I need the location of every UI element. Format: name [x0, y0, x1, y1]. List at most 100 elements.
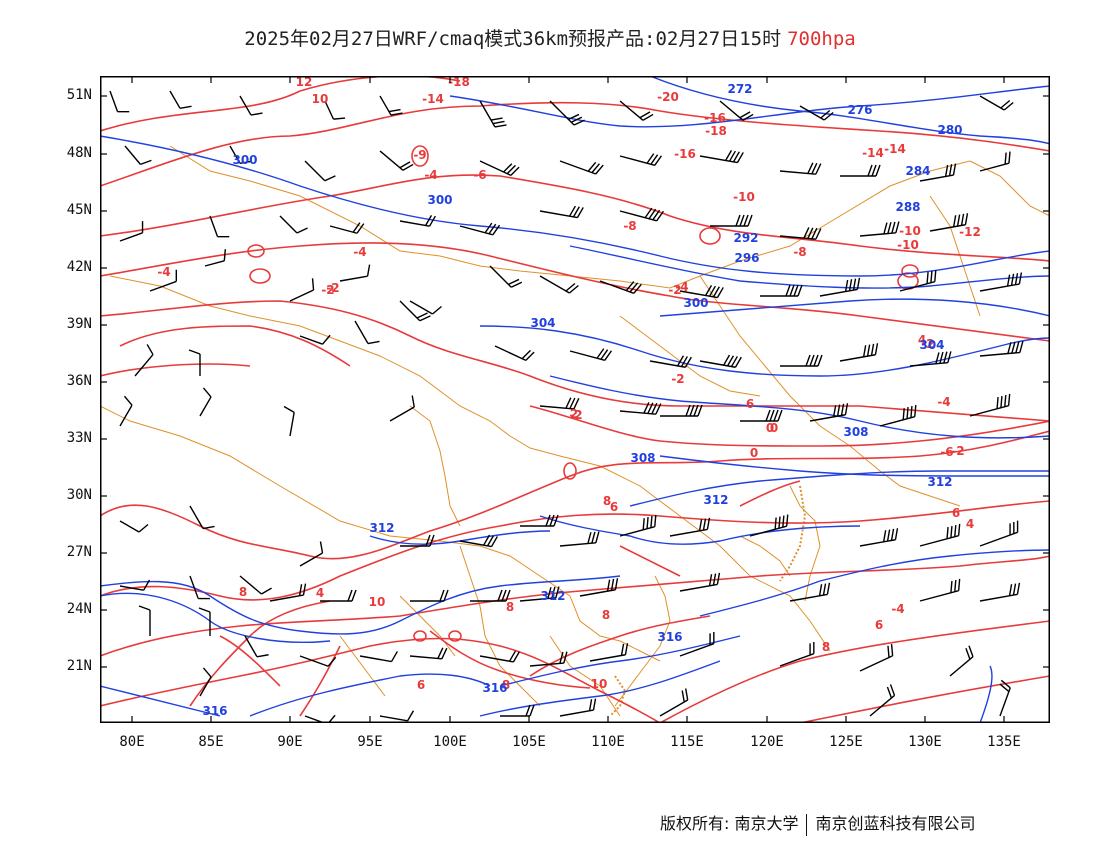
border-line	[969, 160, 1050, 217]
height-label: 316	[657, 630, 682, 644]
isotherm-closed	[247, 244, 265, 258]
wind-barb-icon	[299, 541, 324, 567]
isotherm-closed	[448, 630, 462, 642]
wind-barb-icon	[599, 280, 642, 294]
isotherm-label: -12	[959, 225, 981, 239]
height-contour-line	[649, 76, 1050, 145]
isotherm-label: 8	[239, 585, 247, 599]
isotherm-label: -10	[899, 224, 921, 238]
isotherm-label: -4	[891, 602, 904, 616]
wind-barb-icon	[699, 354, 742, 368]
wind-barb-icon	[539, 397, 580, 410]
isotherm-line	[100, 637, 661, 723]
isotherm-line	[799, 675, 1050, 723]
isotherm-label: 10	[591, 677, 608, 691]
height-label: 312	[703, 493, 728, 507]
wind-barb-icon	[859, 644, 894, 672]
wind-barb-icon	[789, 582, 831, 602]
isotherm-label: 10	[369, 595, 386, 609]
isotherm-label: 2	[570, 407, 578, 421]
isotherm-line	[659, 620, 1050, 723]
wind-barb-icon	[289, 278, 315, 302]
wind-barb-icon	[710, 214, 753, 227]
wind-barb-icon	[859, 221, 900, 237]
isotherm-label: 8	[506, 600, 514, 614]
wind-barb-icon	[410, 589, 449, 602]
isotherm-line	[100, 174, 1050, 262]
company-name: 南京创蓝科技有限公司	[815, 814, 976, 833]
border-line	[339, 635, 386, 697]
isotherm-label: -18	[705, 124, 727, 138]
wind-barb-icon	[188, 349, 201, 376]
isotherm-line	[100, 363, 251, 377]
isotherm-label: -4	[157, 265, 170, 279]
isotherm-label: -20	[657, 90, 679, 104]
wind-barb-icon	[299, 334, 331, 345]
wind-barb-icon	[819, 277, 861, 297]
border-line	[100, 405, 571, 597]
lat-label: 24N	[66, 601, 92, 617]
wind-barb-icon	[244, 635, 269, 658]
height-label: 312	[927, 475, 952, 489]
isotherm-line	[529, 615, 711, 677]
isotherm-line	[299, 645, 341, 717]
lat-label: 21N	[66, 658, 92, 674]
wind-barb-icon	[239, 575, 272, 595]
height-label: 300	[427, 193, 452, 207]
isotherm-label: 6	[746, 397, 754, 411]
title-main: 2025年02月27日WRF/cmaq模式36km预报产品:02月27日15时	[244, 28, 782, 50]
wind-barb-icon	[539, 275, 579, 294]
wind-barb-icon	[459, 534, 498, 548]
wind-barb-icon	[619, 100, 654, 121]
wind-barb-icon	[283, 405, 295, 437]
isotherm-line	[100, 500, 1050, 601]
wind-barb-icon	[324, 100, 346, 120]
height-contour-line	[479, 660, 721, 717]
wind-barb-icon	[459, 222, 501, 236]
border-line	[739, 535, 791, 577]
wind-barb-icon	[909, 351, 952, 367]
isotherm-label: -14	[422, 92, 444, 106]
isotherm-label: -6	[473, 168, 486, 182]
wind-barb-icon	[409, 647, 448, 660]
height-label: 296	[734, 251, 759, 265]
isotherm-label: 4	[966, 517, 974, 531]
isotherm-line	[429, 630, 591, 689]
border-line	[409, 405, 461, 527]
wind-barb-icon	[199, 667, 212, 697]
wind-barb-icon	[519, 586, 560, 602]
isotherm-closed	[699, 227, 721, 245]
footer-divider	[806, 813, 808, 836]
isotherm-label: -2	[668, 283, 681, 297]
isotherm-label: 0	[770, 421, 778, 435]
height-label: 276	[847, 103, 872, 117]
isotherm-label: 6	[952, 506, 960, 520]
wind-barb-icon	[749, 514, 789, 537]
wind-barb-icon	[149, 269, 178, 292]
pressure-level: 700hpa	[787, 28, 856, 50]
height-contour-line	[539, 515, 861, 545]
height-contour-line	[479, 325, 1050, 377]
wind-barb-icon	[859, 528, 899, 547]
wind-barb-icon	[299, 655, 337, 667]
wind-barb-icon	[479, 100, 507, 128]
height-contour-line	[699, 549, 1050, 617]
height-contour-line	[629, 470, 1050, 507]
wind-barb-icon	[269, 583, 307, 602]
wind-barb-icon	[869, 684, 896, 717]
wind-barb-icon	[799, 105, 834, 121]
isotherm-label: 6	[610, 500, 618, 514]
isotherm-label: -2	[569, 408, 582, 422]
wind-barb-icon	[779, 641, 815, 667]
wind-barb-icon	[339, 264, 371, 282]
lon-label: 125E	[829, 734, 863, 750]
wind-barb-icon	[119, 579, 151, 591]
isotherm-line	[100, 555, 1050, 657]
wind-barb-icon	[479, 160, 520, 177]
isotherm-line	[619, 545, 681, 577]
wind-barb-icon	[500, 704, 535, 717]
wind-barb-icon	[779, 162, 822, 175]
wind-barb-icon	[189, 575, 210, 600]
isotherm-closed	[411, 145, 429, 167]
height-contour-line	[659, 455, 1050, 477]
